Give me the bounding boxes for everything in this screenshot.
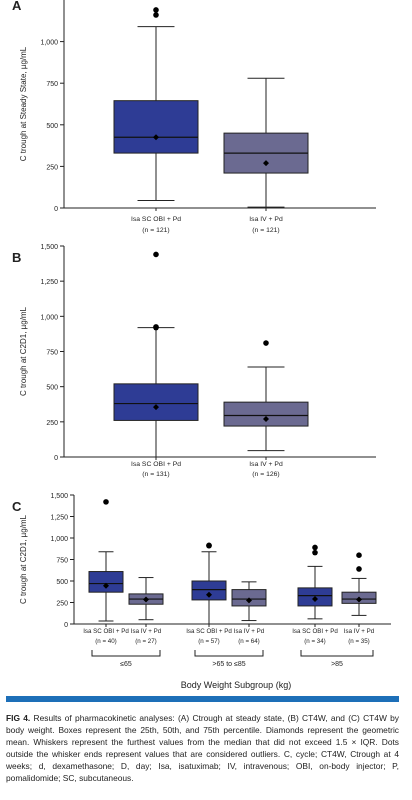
geometric-mean-diamond	[356, 596, 362, 603]
y-tick-label: 250	[46, 164, 58, 171]
group-n-label: (n = 121)	[252, 227, 279, 234]
outlier-point	[103, 499, 109, 505]
iqr-box	[223, 401, 309, 427]
group-label: Isa IV + Pd	[131, 628, 162, 635]
iqr-box	[191, 580, 227, 601]
outlier-point	[312, 549, 318, 556]
group-n-label: (n = 34)	[304, 638, 326, 645]
outlier-point	[263, 340, 269, 346]
figure-frame: A 0 250 500 750 1,000 C trough at Steady State…	[6, 0, 406, 800]
y-tick-label: 1,500	[50, 493, 68, 500]
subgroup-label: ≤65	[120, 661, 132, 668]
y-axis-label: C trough at C2D1, µg/mL	[19, 306, 28, 396]
group-label: Isa IV + Pd	[249, 216, 283, 223]
y-tick-label: 500	[46, 123, 58, 130]
subgroup-bracket	[91, 650, 161, 657]
outlier-point	[153, 324, 159, 330]
subgroup-bracket	[194, 650, 264, 657]
y-tick-label: 750	[56, 558, 68, 565]
y-tick-label: 1,000	[50, 536, 68, 543]
y-tick-label: 0	[64, 622, 68, 629]
y-tick-label: 500	[46, 385, 58, 392]
geometric-mean-diamond	[263, 160, 269, 167]
group-label: Isa SC OBI + Pd	[83, 628, 129, 635]
y-tick-label: 1,000	[40, 40, 58, 47]
y-tick-label: 750	[46, 350, 58, 357]
group-label: Isa SC OBI + Pd	[131, 216, 181, 223]
y-tick-label: 1,500	[40, 244, 58, 251]
group-label: Isa SC OBI + Pd	[131, 461, 181, 468]
outlier-point	[356, 552, 362, 558]
figure-caption: FIG 4. Results of pharmacokinetic analys…	[6, 712, 399, 785]
iqr-box	[113, 100, 199, 154]
group-label: Isa IV + Pd	[249, 461, 283, 468]
geometric-mean-diamond	[153, 404, 159, 411]
outlier-point	[153, 7, 159, 13]
subgroup-label: >65 to ≤85	[212, 661, 245, 668]
group-label: Isa IV + Pd	[234, 628, 265, 635]
subgroup-bracket	[300, 650, 374, 657]
outlier-point	[356, 566, 362, 572]
y-tick-label: 0	[54, 206, 58, 213]
outlier-point	[206, 542, 212, 549]
y-tick-label: 0	[54, 455, 58, 462]
y-axis-label: C trough at Steady State, µg/mL	[19, 46, 28, 161]
group-n-label: (n = 27)	[135, 638, 157, 645]
geometric-mean-diamond	[153, 134, 159, 141]
box-plot-figure: A 0 250 500 750 1,000 C trough at Steady State…	[12, 0, 391, 690]
panel-label-C: C	[12, 499, 22, 514]
group-n-label: (n = 35)	[348, 638, 370, 645]
outlier-point	[312, 544, 318, 551]
x-axis-label: Body Weight Subgroup (kg)	[181, 680, 291, 690]
geometric-mean-diamond	[143, 596, 149, 603]
geometric-mean-diamond	[206, 591, 212, 598]
y-tick-label: 250	[46, 420, 58, 427]
group-n-label: (n = 131)	[142, 471, 169, 478]
group-n-label: (n = 40)	[95, 638, 117, 645]
group-n-label: (n = 121)	[142, 227, 169, 234]
group-n-label: (n = 64)	[238, 638, 260, 645]
y-tick-label: 1,250	[40, 279, 58, 286]
y-axis-label: C trough at C2D1, µg/mL	[19, 514, 28, 604]
iqr-box	[113, 383, 199, 421]
group-n-label: (n = 126)	[252, 471, 279, 478]
group-label: Isa SC OBI + Pd	[292, 628, 338, 635]
geometric-mean-diamond	[103, 582, 109, 589]
geometric-mean-diamond	[263, 416, 269, 423]
caption-text: Results of pharmacokinetic analyses: (A)…	[6, 713, 399, 784]
y-tick-label: 1,000	[40, 314, 58, 321]
caption-accent-bar	[6, 696, 399, 702]
outlier-point	[153, 12, 159, 18]
iqr-box	[88, 571, 124, 593]
caption-label: FIG 4.	[6, 713, 31, 723]
y-tick-label: 1,250	[50, 515, 68, 522]
panel-label-B: B	[12, 250, 21, 265]
panel-label-A: A	[12, 0, 22, 13]
outlier-point	[153, 251, 159, 258]
subgroup-label: >85	[331, 661, 343, 668]
group-label: Isa SC OBI + Pd	[186, 628, 232, 635]
group-n-label: (n = 57)	[198, 638, 220, 645]
y-tick-label: 750	[46, 81, 58, 88]
y-tick-label: 250	[56, 601, 68, 608]
geometric-mean-diamond	[246, 597, 252, 604]
geometric-mean-diamond	[312, 596, 318, 603]
group-label: Isa IV + Pd	[344, 628, 375, 635]
y-tick-label: 500	[56, 579, 68, 586]
